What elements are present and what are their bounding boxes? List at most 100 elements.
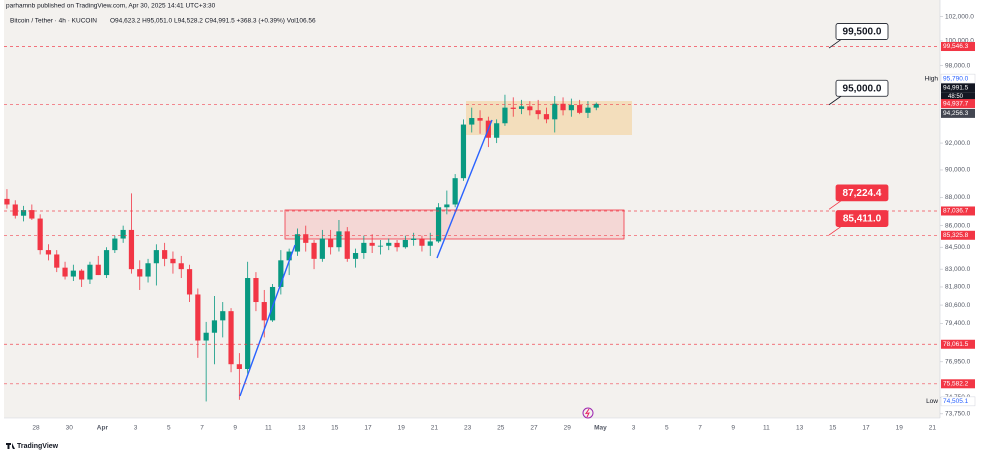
x-tick-label: May bbox=[594, 425, 607, 432]
candle-body bbox=[286, 251, 292, 261]
x-tick-label: 30 bbox=[66, 425, 74, 432]
candle-body bbox=[261, 302, 267, 321]
candle-body bbox=[29, 210, 35, 219]
price-tag-label: 95,790.0 bbox=[943, 75, 969, 82]
candle-body bbox=[543, 114, 550, 120]
candle-body bbox=[253, 278, 259, 303]
candle-body bbox=[79, 270, 85, 280]
price-tag bbox=[941, 83, 975, 93]
callout-leader bbox=[828, 226, 842, 236]
candle-body bbox=[95, 264, 101, 276]
candle-body bbox=[128, 229, 135, 270]
candle-body bbox=[344, 231, 350, 259]
price-tag bbox=[941, 206, 975, 216]
candle-body bbox=[411, 238, 417, 240]
y-tick-label: 83,000.0 bbox=[945, 266, 971, 273]
price-tag-label: 94,256.3 bbox=[943, 110, 969, 117]
y-tick-label: 81,800.0 bbox=[945, 284, 971, 291]
candle-body bbox=[178, 263, 184, 270]
y-tick-label: 98,000.0 bbox=[945, 62, 971, 69]
callout-box bbox=[835, 79, 889, 97]
price-tag-name: High bbox=[925, 75, 939, 82]
candle-body bbox=[87, 264, 93, 280]
x-tick-label: 25 bbox=[497, 425, 505, 432]
countdown-tag bbox=[941, 92, 975, 101]
candle-body bbox=[269, 286, 276, 321]
y-tick-label: 73,750.0 bbox=[945, 411, 971, 418]
candle-body bbox=[444, 204, 450, 208]
price-tag bbox=[941, 230, 975, 240]
ohlc-legend: O94,623.2 H95,051.0 L94,528.2 C94,991.5 … bbox=[110, 18, 316, 25]
y-tick-label: 102,000.0 bbox=[945, 13, 974, 20]
candle-body bbox=[37, 218, 43, 251]
price-tag-label: 94,937.7 bbox=[943, 100, 969, 107]
price-tag-label: 85,325.8 bbox=[943, 232, 969, 239]
x-tick-label: 13 bbox=[298, 425, 306, 432]
y-tick-label: 79,400.0 bbox=[945, 320, 971, 327]
y-tick-label: 80,600.0 bbox=[945, 302, 971, 309]
candle-body bbox=[62, 267, 68, 277]
candle-body bbox=[54, 254, 60, 268]
candle-body bbox=[120, 229, 126, 239]
candle-body bbox=[112, 238, 118, 251]
candle-body bbox=[319, 238, 325, 259]
x-tick-label: 5 bbox=[665, 425, 669, 432]
x-tick-label: 15 bbox=[829, 425, 837, 432]
x-tick-label: 11 bbox=[763, 425, 770, 432]
x-tick-label: 27 bbox=[530, 425, 538, 432]
plot-background bbox=[4, 0, 940, 418]
x-tick-label: 15 bbox=[331, 425, 339, 432]
x-tick-label: 29 bbox=[564, 425, 572, 432]
candle-body bbox=[502, 107, 508, 124]
x-tick-label: 13 bbox=[796, 425, 804, 432]
y-tick-label: 92,000.0 bbox=[945, 140, 971, 147]
candle-body bbox=[477, 118, 483, 121]
candle-body bbox=[469, 118, 475, 125]
callout-leader bbox=[828, 39, 842, 49]
candle-body bbox=[361, 242, 367, 254]
x-tick-label: 3 bbox=[134, 425, 138, 432]
event-icon[interactable] bbox=[582, 407, 594, 419]
candle-body bbox=[577, 105, 583, 113]
candle-body bbox=[402, 239, 408, 248]
candle-body bbox=[20, 210, 27, 216]
y-tick-label: 88,000.0 bbox=[945, 194, 971, 201]
candle-body bbox=[336, 231, 342, 248]
symbol-title: Bitcoin / Tether · 4h · KUCOIN bbox=[10, 18, 97, 25]
callout-label: 99,500.0 bbox=[843, 27, 882, 38]
candle-body bbox=[552, 103, 558, 120]
candle-body bbox=[527, 106, 533, 111]
countdown-label: 48:50 bbox=[948, 94, 964, 100]
candle-body bbox=[278, 260, 284, 287]
trend-line bbox=[239, 244, 296, 397]
tv-logo bbox=[6, 443, 15, 449]
price-tag-label: 74,505.1 bbox=[943, 398, 969, 405]
candle-body bbox=[170, 258, 176, 264]
trend-line bbox=[436, 119, 493, 259]
price-tag-label: 78,061.5 bbox=[943, 341, 969, 348]
x-tick-label: 21 bbox=[431, 425, 439, 432]
x-tick-label: 11 bbox=[265, 425, 272, 432]
x-tick-label: 3 bbox=[632, 425, 636, 432]
price-tag-label: 94,991.5 bbox=[943, 85, 969, 92]
candle-body bbox=[162, 250, 168, 259]
candle-body bbox=[394, 242, 400, 248]
candle-body bbox=[137, 269, 143, 277]
candle-body bbox=[328, 238, 334, 248]
candle-body bbox=[294, 234, 301, 252]
x-tick-label: 7 bbox=[698, 425, 702, 432]
candle-body bbox=[427, 241, 433, 246]
candle-body bbox=[195, 294, 201, 341]
price-tag-name: Low bbox=[926, 398, 938, 405]
x-tick-label: 23 bbox=[464, 425, 472, 432]
candle-body bbox=[12, 204, 18, 216]
candle-body bbox=[245, 278, 251, 370]
x-tick-label: Apr bbox=[97, 425, 109, 432]
price-tag bbox=[940, 73, 976, 84]
candle-body bbox=[585, 107, 591, 113]
publisher-line: parhamnb published on TradingView.com, A… bbox=[6, 3, 216, 10]
candle-body bbox=[369, 242, 375, 246]
price-tag bbox=[940, 396, 976, 407]
candle-body bbox=[518, 106, 525, 109]
